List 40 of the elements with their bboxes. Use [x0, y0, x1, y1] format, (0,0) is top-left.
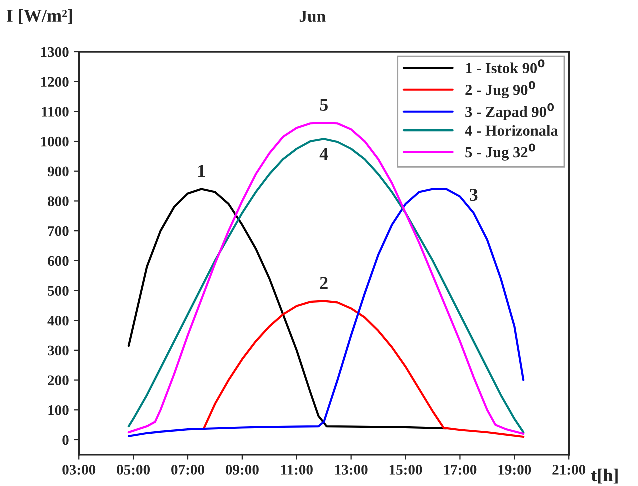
legend-label: 5 - Jug 32$^{0}$ — [466, 144, 536, 161]
y-tick-label: 1100 — [42, 107, 69, 117]
legend-label: 1 - Istok 90$^{0}$ — [466, 60, 545, 74]
y-tick-label: 900 — [48, 166, 69, 177]
y-tick-label: 1200 — [41, 77, 69, 88]
y-tick-label: 300 — [48, 346, 69, 356]
line-series — [203, 300, 525, 438]
y-tick-label: 600 — [48, 256, 69, 266]
y-tick-label: 500 — [48, 286, 69, 296]
y-axis-title: I [W/m²] — [6, 9, 72, 24]
legend-label: 2 - Jug 90$^{0}$ — [466, 81, 536, 98]
x-axis-title: t[h] — [591, 468, 618, 484]
y-tick-label: 400 — [48, 316, 69, 326]
y-tick-label: 1000 — [41, 136, 69, 147]
annotation: 1 — [198, 165, 206, 178]
x-tick-label: 09:00 — [226, 465, 259, 475]
annotation: 2 — [320, 277, 328, 290]
y-tick-label: 200 — [48, 376, 69, 386]
y-tick-label: 0 — [62, 435, 69, 446]
x-tick-label: 13:00 — [335, 465, 368, 475]
x-tick-label: 17:00 — [444, 465, 477, 475]
line-series — [128, 188, 448, 430]
x-tick-label: 15:00 — [390, 465, 422, 475]
line-series — [128, 188, 525, 438]
x-tick-label: 07:00 — [172, 465, 204, 475]
x-tick-label: 03:00 — [62, 465, 96, 475]
x-tick-label: 19:00 — [498, 465, 532, 475]
y-tick-label: 1300 — [41, 47, 69, 58]
annotation: 3 — [470, 189, 478, 202]
x-tick-label: 05:00 — [117, 465, 150, 475]
y-tick-label: 700 — [48, 226, 69, 236]
annotation: 5 — [320, 99, 328, 112]
annotation: 4 — [320, 148, 328, 160]
x-tick-label: 21:00 — [552, 465, 586, 475]
legend-label: 4 - Horizonala — [465, 125, 558, 136]
x-tick-label: 11:00 — [281, 465, 313, 475]
chart-title: Jun — [300, 10, 326, 22]
y-tick-label: 800 — [48, 196, 69, 206]
legend-label: 3 - Zapad 90$^{0}$ — [466, 103, 554, 120]
y-tick-label: 100 — [48, 405, 69, 416]
